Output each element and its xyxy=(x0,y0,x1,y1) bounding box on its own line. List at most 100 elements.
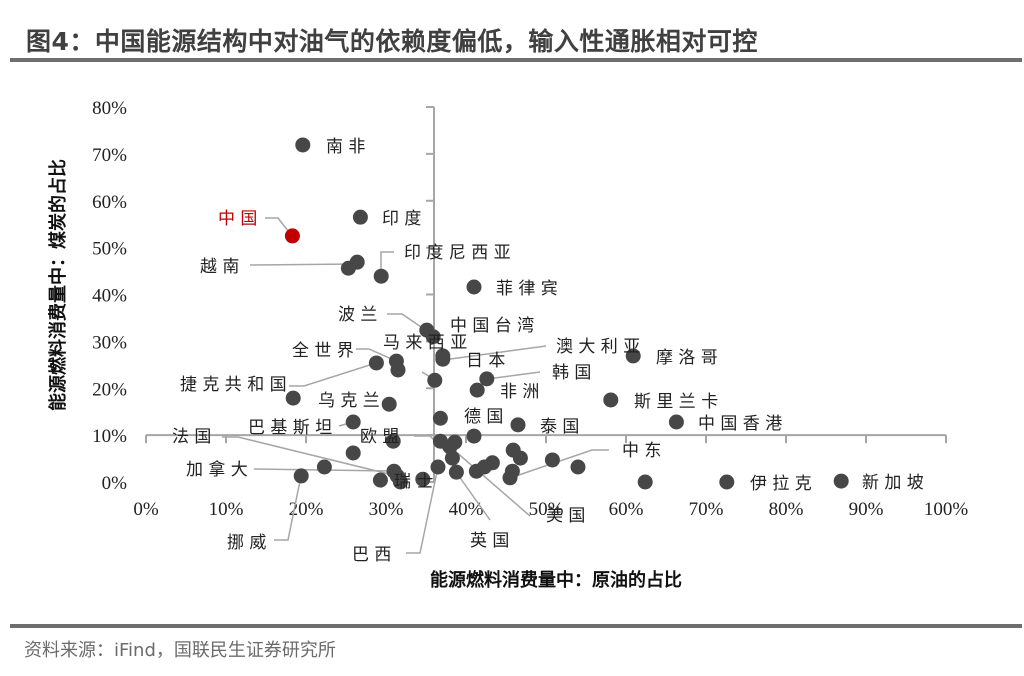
data-point xyxy=(466,279,482,295)
data-point xyxy=(448,464,464,480)
point-label: 捷 克 共 和 国 xyxy=(180,375,287,395)
point-label: 美 国 xyxy=(546,506,585,526)
leader-line xyxy=(356,348,397,362)
point-label: 越 南 xyxy=(200,257,239,277)
leader-line xyxy=(455,471,491,521)
y-tick-label: 60% xyxy=(92,192,127,213)
x-tick-label: 50% xyxy=(529,499,564,520)
source-note: 资料来源：iFind，国联民生证券研究所 xyxy=(24,640,336,661)
point-label: 马 来 西 亚 xyxy=(383,333,467,353)
x-tick-label: 100% xyxy=(924,499,969,520)
label-leader-lines xyxy=(222,217,609,554)
leader-line xyxy=(249,263,358,266)
data-point xyxy=(295,137,311,153)
point-label: 德 国 xyxy=(464,407,503,427)
data-point xyxy=(392,474,408,490)
x-tick-label: 70% xyxy=(689,499,724,520)
data-point xyxy=(570,459,586,475)
point-label: 伊 拉 克 xyxy=(750,474,812,494)
point-label: 泰 国 xyxy=(540,417,579,437)
data-point xyxy=(415,471,431,487)
y-tick-label: 80% xyxy=(92,98,127,119)
y-tick-label: 10% xyxy=(92,426,127,447)
point-label: 英 国 xyxy=(470,531,509,551)
data-point xyxy=(625,348,641,364)
data-point xyxy=(372,472,388,488)
point-label: 法 国 xyxy=(172,427,211,447)
point-label: 印 度 xyxy=(382,209,421,229)
y-axis-title: 能源燃料消费量中：煤炭的占比 xyxy=(47,159,69,411)
y-tick-label: 50% xyxy=(92,239,127,260)
x-tick-label: 60% xyxy=(609,499,644,520)
title-rule xyxy=(10,58,1022,62)
scatter-chart: 0% 10% 20% 30% 40% 50% 60% 70% 80% 90% 100% 0% 10% 20… xyxy=(47,98,968,591)
data-point xyxy=(352,209,368,225)
point-label: 波 兰 xyxy=(338,305,377,325)
x-axis-title: 能源燃料消费量中：原油的占比 xyxy=(430,569,682,591)
data-point xyxy=(425,329,441,345)
point-labels: 南 非中 国 印 度越 南 印 度 尼 西 亚菲 律 宾波 兰中 国 台 湾日 本 澳… xyxy=(172,137,924,565)
data-point xyxy=(484,455,500,471)
leader-line xyxy=(486,371,541,380)
leader-line xyxy=(265,217,293,237)
data-point xyxy=(386,463,402,479)
point-label: 新 加 坡 xyxy=(862,473,924,493)
data-point xyxy=(345,445,361,461)
point-label: 乌 克 兰 xyxy=(318,391,380,411)
x-tick-label: 30% xyxy=(369,499,404,520)
data-point xyxy=(444,450,460,466)
leader-line xyxy=(289,362,377,387)
x-tick-label: 40% xyxy=(449,499,484,520)
data-point xyxy=(430,459,446,475)
data-point xyxy=(468,463,484,479)
point-label: 印 度 尼 西 亚 xyxy=(404,243,511,263)
data-point xyxy=(479,371,495,387)
chart-axes: 0% 10% 20% 30% 40% 50% 60% 70% 80% 90% 100% 0% 10% 20… xyxy=(92,98,968,520)
data-point xyxy=(340,260,356,276)
data-point xyxy=(435,348,451,364)
point-label: 非 洲 xyxy=(500,382,539,402)
data-point xyxy=(373,268,389,284)
data-point xyxy=(345,414,361,430)
x-tick-label: 0% xyxy=(133,499,159,520)
point-label: 菲 律 宾 xyxy=(496,279,558,299)
y-tick-label: 40% xyxy=(92,286,127,307)
data-point xyxy=(469,382,485,398)
y-tick-label: 0% xyxy=(102,473,128,494)
point-label: 中 国 台 湾 xyxy=(450,316,534,336)
data-point xyxy=(512,450,528,466)
leader-line xyxy=(446,443,531,517)
point-label: 中 东 xyxy=(622,441,661,461)
data-point xyxy=(504,463,520,479)
data-point xyxy=(390,362,406,378)
x-tick-label: 90% xyxy=(849,499,884,520)
y-tick-label: 20% xyxy=(92,379,127,400)
point-label: 澳 大 利 亚 xyxy=(556,337,640,357)
point-label: 中 国 香 港 xyxy=(698,414,782,434)
data-point xyxy=(668,414,684,430)
data-point xyxy=(284,228,300,244)
y-tick-label: 30% xyxy=(92,332,127,353)
data-point xyxy=(293,468,309,484)
data-point xyxy=(385,433,401,449)
point-label: 巴 西 xyxy=(352,545,391,565)
data-point xyxy=(447,434,463,450)
data-point xyxy=(603,392,619,408)
data-points xyxy=(284,137,849,490)
data-point xyxy=(637,474,653,490)
point-label: 欧 盟 xyxy=(360,427,399,447)
x-tick-label: 80% xyxy=(769,499,804,520)
footer-rule xyxy=(10,624,1022,628)
data-point xyxy=(381,396,397,412)
leader-line xyxy=(442,345,547,361)
leader-line xyxy=(274,475,302,541)
data-point xyxy=(510,417,526,433)
x-tick-label: 10% xyxy=(209,499,244,520)
point-label: 加 拿 大 xyxy=(186,459,248,480)
leader-line xyxy=(380,251,394,276)
point-label: 日 本 xyxy=(466,351,505,371)
data-point xyxy=(719,474,735,490)
data-point xyxy=(833,473,849,489)
leader-line xyxy=(509,449,609,479)
data-point xyxy=(316,459,332,475)
